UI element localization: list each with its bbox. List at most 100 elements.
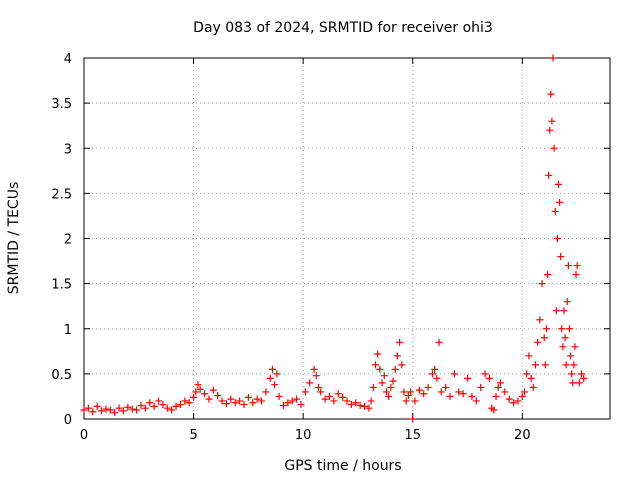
y-axis-label: SRMTID / TECUs [6,182,22,295]
x-tick-label: 20 [514,428,531,443]
data-point [521,388,529,396]
data-point [544,271,552,279]
data-point [80,406,88,414]
data-point [334,390,342,398]
data-point [552,307,560,315]
data-point [236,397,244,405]
data-point [284,399,292,407]
y-tick-label: 2.5 [51,187,72,202]
data-point [560,307,568,315]
data-point [268,365,276,373]
x-tick-label: 15 [404,428,421,443]
data-point [172,402,180,410]
data-point [201,390,209,398]
data-point [431,365,439,373]
data-point [168,406,176,414]
data-point [89,408,97,416]
data-point [541,361,549,369]
data-point [578,370,586,378]
data-point [382,388,390,396]
data-point [155,397,163,405]
data-point [325,392,333,400]
data-point [442,383,450,391]
data-point [137,401,145,409]
data-point [141,404,149,412]
data-point [279,401,287,409]
data-point [271,381,279,389]
data-point [222,400,230,408]
data-point [428,370,436,378]
data-point [569,379,577,387]
data-point [531,361,539,369]
data-point [393,352,401,360]
data-point [404,392,412,400]
data-point [133,406,141,414]
data-point [437,388,445,396]
data-point [546,126,554,134]
data-point [361,402,369,410]
data-point [258,397,266,405]
data-point [505,395,513,403]
data-point [380,372,388,380]
data-point [477,383,485,391]
data-point [343,397,351,405]
data-point [435,338,443,346]
data-point [510,399,518,407]
data-point [540,334,548,342]
data-point [98,407,106,415]
data-point [455,388,463,396]
data-point [570,361,578,369]
data-point [564,262,572,270]
data-point [573,262,581,270]
data-point [275,392,283,400]
data-point [102,405,110,413]
data-point [374,350,382,358]
data-point [561,334,569,342]
data-point [424,383,432,391]
data-point [514,397,522,405]
data-point [398,361,406,369]
x-axis-label: GPS time / hours [284,458,401,474]
data-point [367,397,375,405]
data-point [163,404,171,412]
data-point [568,370,576,378]
data-point [93,402,101,410]
data-point [468,392,476,400]
data-point [146,399,154,407]
data-point [538,280,546,288]
data-point [244,393,252,401]
data-point [563,298,571,306]
data-point [150,402,158,410]
data-point [551,207,559,215]
data-point [321,395,329,403]
data-point [347,401,355,409]
data-point [411,397,419,405]
data-point [266,374,274,382]
data-point [481,370,489,378]
y-axis-ticks: 0 0.5 1 1.5 2 2.5 3 3.5 4 [51,52,610,428]
data-point [190,393,198,401]
data-point [433,374,441,382]
x-tick-label: 10 [295,428,312,443]
data-point [231,399,239,407]
y-tick-label: 0.5 [51,368,72,383]
data-points [80,54,588,423]
data-point [525,352,533,360]
data-point [315,383,323,391]
data-point [111,409,119,417]
data-point [385,392,393,400]
data-point [523,370,531,378]
data-point [106,406,114,414]
data-point [446,392,454,400]
data-point [409,415,417,423]
data-point [352,399,360,407]
data-point [572,271,580,279]
data-point [387,383,395,391]
data-point [575,379,583,387]
data-point [317,388,325,396]
data-point [301,388,309,396]
data-point [529,383,537,391]
data-point [365,404,373,412]
data-point [356,401,364,409]
data-point [262,388,270,396]
